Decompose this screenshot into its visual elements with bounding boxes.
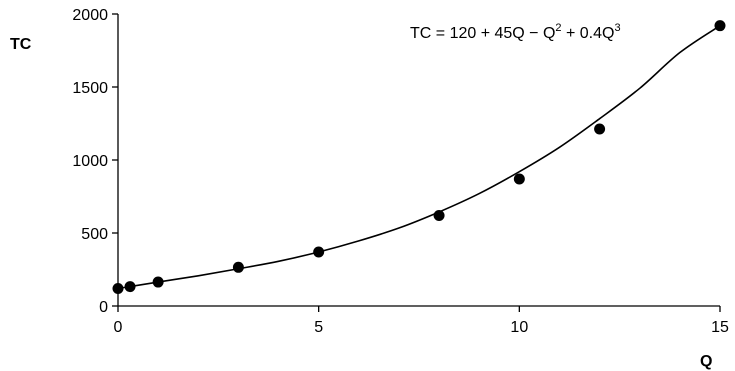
annotation-superscript: 2 [555, 22, 561, 34]
data-point [714, 20, 726, 32]
y-tick-label: 2000 [72, 7, 108, 24]
data-point [152, 276, 164, 288]
data-point [594, 123, 606, 135]
x-axis-title: Q [700, 353, 712, 370]
data-point [513, 173, 525, 185]
points-layer [112, 20, 726, 294]
y-tick-label: 1500 [72, 80, 108, 97]
x-axis: 0 5 10 15 [114, 305, 729, 336]
y-axis: 0 500 1000 1500 2000 [72, 7, 119, 316]
annotation-superscript: 3 [614, 22, 620, 34]
annotation-text: + 0.4Q [562, 25, 615, 42]
annotation-text: TC = 120 + 45Q − Q [410, 25, 555, 42]
x-tick-label: 5 [314, 319, 323, 336]
data-point [232, 261, 244, 273]
y-axis-title: TC [10, 36, 32, 53]
data-point [112, 282, 124, 294]
data-point [313, 246, 325, 258]
curve-layer [117, 25, 721, 290]
y-tick-label: 500 [81, 226, 108, 243]
data-point [124, 281, 136, 293]
cost-function-annotation: TC = 120 + 45Q − Q2 + 0.4Q3 [410, 22, 621, 42]
tc-curve [117, 25, 721, 290]
y-tick-label: 0 [99, 299, 108, 316]
data-point [433, 209, 445, 221]
x-tick-label: 0 [114, 319, 123, 336]
x-tick-label: 10 [510, 319, 528, 336]
x-tick-label: 15 [711, 319, 729, 336]
y-tick-label: 1000 [72, 153, 108, 170]
